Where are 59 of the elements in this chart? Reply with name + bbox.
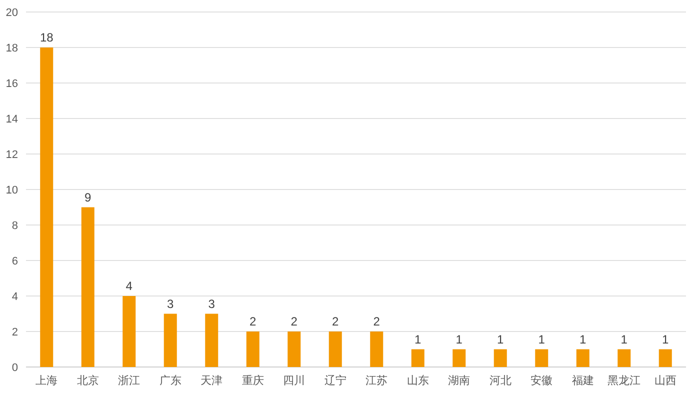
data-label: 3 (167, 296, 174, 311)
data-label: 1 (662, 332, 670, 346)
y-tick-label: 14 (6, 114, 18, 126)
x-tick-label: 河北 (489, 374, 512, 387)
y-tick-label: 8 (12, 220, 18, 232)
bar (81, 207, 94, 367)
x-tick-label: 福建 (572, 374, 594, 387)
bar (122, 296, 136, 367)
data-label: 1 (414, 332, 422, 346)
y-tick-label: 2 (12, 326, 18, 338)
x-tick-label: 浙江 (118, 374, 140, 387)
data-label: 2 (332, 314, 340, 328)
x-tick-label: 江苏 (366, 374, 388, 387)
x-tick-label: 重庆 (242, 374, 264, 387)
data-label: 18 (40, 30, 54, 44)
y-tick-label: 10 (6, 184, 18, 196)
x-tick-label: 安徽 (530, 374, 553, 387)
data-label: 1 (538, 332, 546, 346)
data-label: 2 (290, 314, 298, 328)
data-label: 1 (620, 332, 628, 346)
y-tick-label: 20 (6, 7, 18, 19)
bar (288, 332, 301, 367)
bar (205, 314, 218, 367)
bar (411, 349, 424, 367)
data-label: 3 (208, 296, 216, 311)
x-tick-label: 黑龙江 (608, 374, 641, 387)
x-tick-label: 上海 (36, 374, 58, 387)
bar (618, 349, 631, 367)
bar (246, 332, 260, 367)
data-label: 1 (580, 332, 587, 346)
data-label: 2 (373, 314, 380, 328)
y-tick-label: 0 (12, 362, 18, 374)
y-tick-label: 4 (12, 291, 18, 303)
x-tick-label: 湖南 (448, 374, 470, 387)
bar (658, 349, 672, 367)
bar (452, 349, 466, 367)
bar (328, 332, 342, 367)
data-label: 1 (497, 332, 504, 346)
x-tick-label: 四川 (283, 374, 306, 387)
x-tick-label: 广东 (159, 374, 182, 387)
y-tick-label: 12 (6, 149, 18, 161)
x-tick-label: 山西 (654, 374, 676, 387)
data-label: 9 (84, 190, 92, 204)
data-label: 1 (456, 332, 463, 346)
bar (535, 349, 548, 367)
bar (164, 314, 177, 367)
data-label: 4 (126, 279, 133, 293)
x-tick-label: 天津 (200, 374, 223, 387)
bar (576, 349, 590, 367)
data-label: 2 (250, 314, 257, 328)
bar (40, 48, 54, 367)
bar (494, 349, 507, 367)
y-tick-label: 18 (6, 42, 18, 54)
x-tick-label: 辽宁 (324, 374, 346, 387)
x-tick-label: 山东 (406, 374, 429, 387)
x-tick-label: 北京 (76, 374, 99, 387)
bar (370, 332, 384, 367)
y-tick-label: 16 (6, 78, 18, 90)
y-tick-label: 6 (12, 256, 18, 268)
